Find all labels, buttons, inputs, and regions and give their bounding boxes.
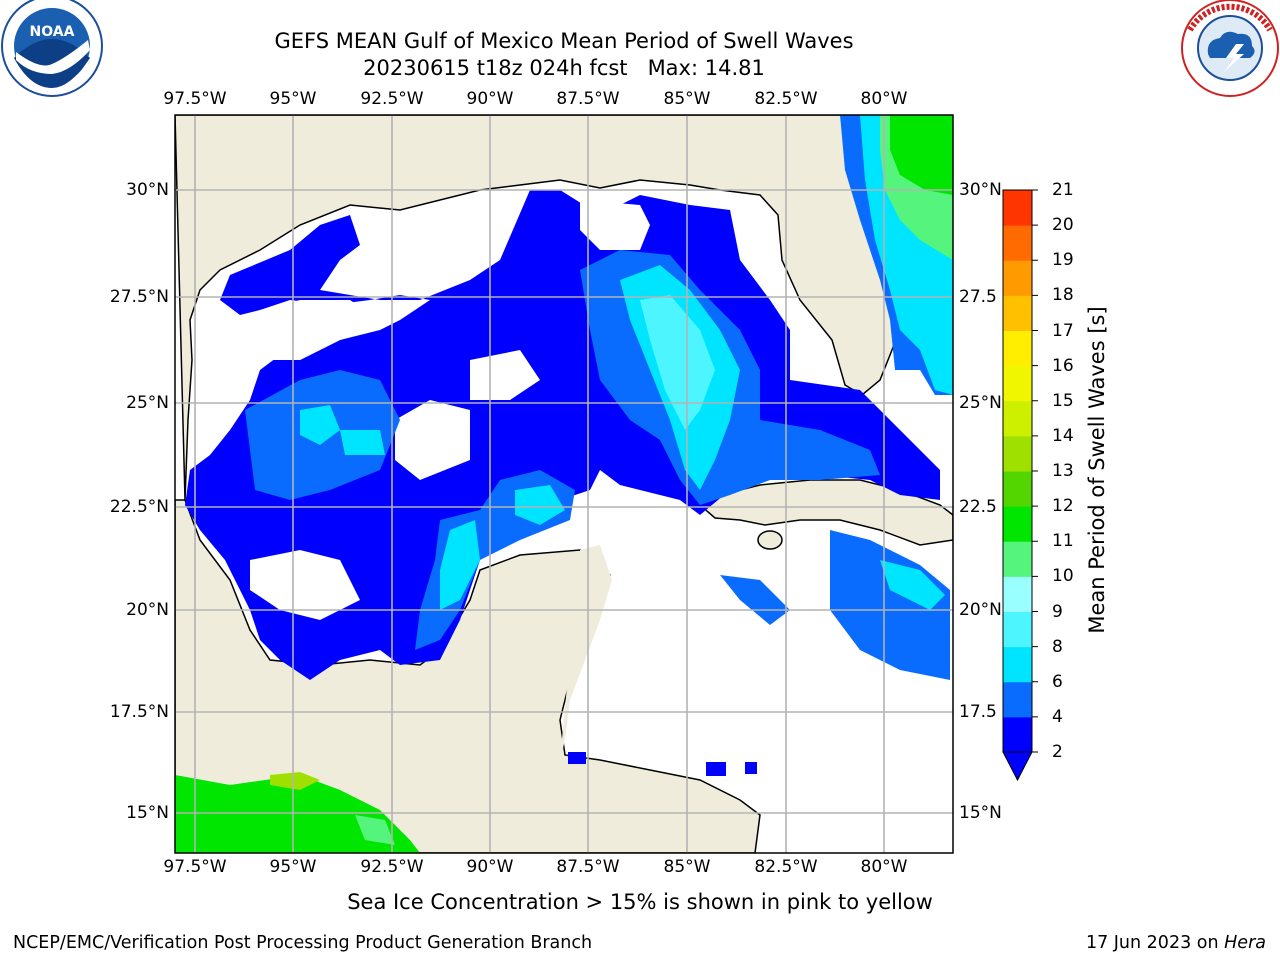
colorbar-segment: [1003, 681, 1032, 718]
colorbar-tick-label: 13: [1052, 461, 1074, 481]
colorbar-segment: [1003, 190, 1032, 226]
colorbar-segment: [1003, 716, 1032, 753]
colorbar-tick-label: 9: [1052, 601, 1063, 622]
colorbar-tick-label: 15: [1052, 390, 1074, 411]
chart-subtitle: 20230615 t18z 024h fcst Max: 14.81: [363, 56, 765, 80]
colorbar-label: Mean Period of Swell Waves [s]: [1085, 306, 1109, 634]
lat-tick-label: 17.5°N: [109, 702, 169, 722]
lat-tick-label: 27.5°N: [109, 287, 169, 307]
colorbar-segment: [1003, 576, 1032, 612]
colorbar-tick-label: 21: [1052, 180, 1074, 200]
map-border: [174, 114, 954, 854]
footer-date-text: 17 Jun 2023 on: [1085, 933, 1225, 953]
colorbar-segment: [1003, 435, 1032, 472]
lat-tick-label: 15°N: [959, 803, 1002, 823]
colorbar-segment: [1003, 400, 1032, 437]
lon-tick-label: 90°W: [466, 857, 514, 877]
colorbar-tick-label: 10: [1052, 566, 1074, 587]
lat-tick-label: 15°N: [126, 803, 169, 823]
lon-tick-label: 95°W: [269, 857, 317, 877]
colorbar-segment: [1003, 611, 1032, 648]
lon-tick-label: 90°W: [466, 89, 514, 109]
lat-tick-label: 27.5: [959, 287, 997, 307]
lon-tick-label: 80°W: [860, 89, 908, 109]
colorbar-tick-label: 14: [1052, 425, 1074, 446]
sea-ice-note: Sea Ice Concentration > 15% is shown in …: [347, 890, 933, 914]
colorbar-tick-label: 16: [1052, 355, 1074, 376]
footer-host: Hera: [1224, 933, 1266, 953]
colorbar-segment: [1003, 541, 1032, 577]
lon-tick-label: 87.5°W: [556, 89, 620, 109]
nws-logo: [1181, 0, 1279, 97]
colorbar-segment: [1003, 260, 1032, 296]
colorbar-segment: [1003, 646, 1032, 683]
colorbar-tick-label: 2: [1052, 742, 1063, 762]
colorbar-segment: [1003, 365, 1032, 402]
graticule: [175, 115, 953, 853]
colorbar-tick-label: 4: [1052, 706, 1063, 727]
lon-tick-label: 80°W: [860, 857, 908, 877]
lon-tick-label: 87.5°W: [556, 857, 620, 877]
colorbar-tick-label: 11: [1052, 531, 1074, 552]
lat-tick-label: 22.5: [959, 497, 997, 517]
lon-tick-label: 85°W: [663, 857, 711, 877]
lat-tick-label: 25°N: [959, 393, 1002, 413]
lon-tick-label: 82.5°W: [754, 89, 818, 109]
colorbar-segment: [1003, 330, 1032, 367]
lon-tick-label: 85°W: [663, 89, 711, 109]
lat-tick-label: 25°N: [126, 393, 169, 413]
lat-tick-label: 20°N: [126, 600, 169, 620]
colorbar-tick-label: 19: [1052, 250, 1074, 271]
lon-tick-label: 92.5°W: [360, 89, 424, 109]
colorbar-segment: [1003, 471, 1032, 507]
lat-tick-label: 30°N: [126, 180, 169, 200]
colorbar-tick-label: 12: [1052, 496, 1074, 517]
lon-tick-label: 97.5°W: [163, 89, 227, 109]
colorbar-tick-label: 6: [1052, 671, 1063, 692]
noaa-logo: NOAA: [1, 0, 103, 97]
colorbar-segment: [1003, 225, 1032, 261]
colorbar-extend-arrow: [1002, 751, 1033, 782]
lat-tick-label: 22.5°N: [109, 497, 169, 517]
footer-date: 17 Jun 2023 on Hera: [1086, 933, 1266, 953]
footer-credit: NCEP/EMC/Verification Post Processing Pr…: [13, 933, 593, 953]
colorbar: [1002, 189, 1038, 782]
lon-tick-label: 97.5°W: [163, 857, 227, 877]
lat-tick-label: 17.5: [959, 702, 997, 722]
lon-tick-label: 82.5°W: [754, 857, 818, 877]
colorbar-tick-label: 20: [1052, 215, 1074, 236]
chart-title: GEFS MEAN Gulf of Mexico Mean Period of …: [274, 29, 854, 53]
noaa-logo-text: NOAA: [30, 24, 75, 40]
lat-tick-label: 30°N: [959, 180, 1002, 200]
lon-tick-label: 92.5°W: [360, 857, 424, 877]
lon-tick-label: 95°W: [269, 89, 317, 109]
colorbar-tick-label: 18: [1052, 285, 1074, 306]
colorbar-segment: [1003, 506, 1032, 542]
colorbar-tick-label: 17: [1052, 320, 1074, 341]
colorbar-segment: [1003, 295, 1032, 331]
colorbar-tick-label: 8: [1052, 636, 1063, 657]
lat-tick-label: 20°N: [959, 600, 1002, 620]
